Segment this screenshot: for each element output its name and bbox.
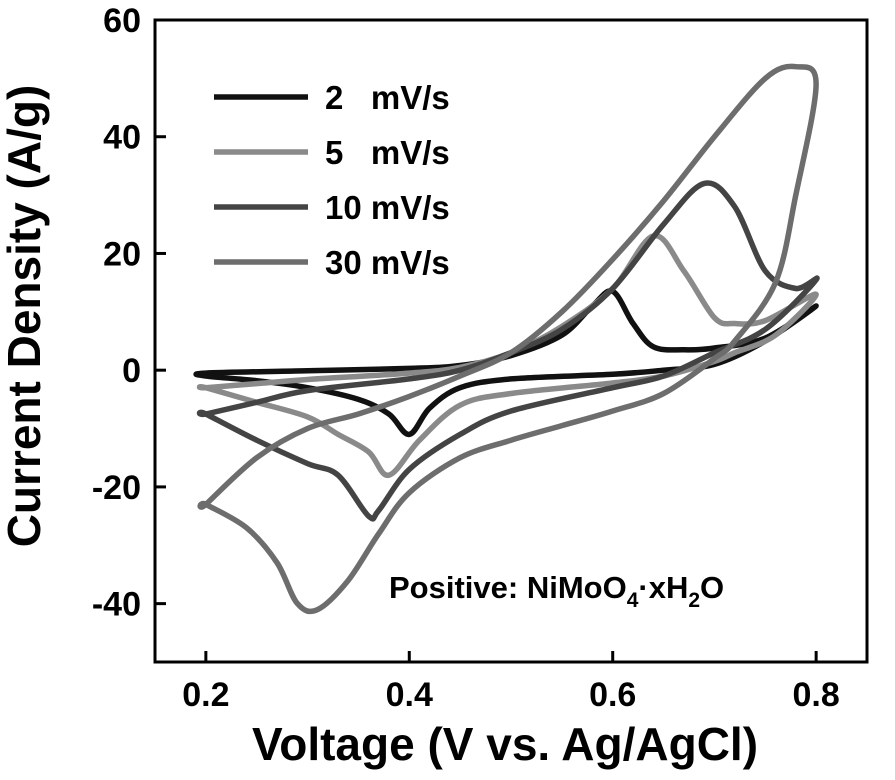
x-tick-label: 0.2	[182, 676, 229, 714]
y-tick-label: 40	[103, 119, 141, 157]
plot-frame	[153, 18, 869, 664]
annotation-text: O	[700, 570, 724, 605]
y-tick-label: 60	[103, 2, 141, 40]
x-tick-label: 0.6	[589, 676, 636, 714]
x-tick-label: 0.4	[386, 676, 433, 714]
axes-frame	[153, 18, 869, 664]
y-tick-label: -20	[92, 469, 141, 507]
x-tick-label: 0.8	[793, 676, 840, 714]
legend-label: 30 mV/s	[325, 244, 450, 281]
legend: 2 mV/s 5 mV/s 10 mV/s 30 mV/s	[214, 79, 450, 281]
annotation-text: Positive: NiMoO	[389, 570, 627, 605]
annotation-subscript: 2	[688, 589, 700, 612]
x-axis: 0.2 0.4 0.6 0.8	[182, 651, 840, 714]
x-axis-title: Voltage (V vs. Ag/AgCl)	[252, 718, 758, 770]
annotation-subscript: 4	[627, 589, 639, 612]
y-tick-label: 20	[103, 235, 141, 273]
annotation-text: ·xH	[638, 570, 688, 605]
material-annotation: Positive: NiMoO4·xH2O	[389, 570, 724, 612]
cv-curve-3	[196, 180, 820, 522]
legend-label: 10 mV/s	[325, 189, 450, 226]
plot-curves	[193, 63, 820, 615]
y-axis: -40 -20 0 20 40 60	[92, 2, 166, 624]
y-tick-label: -40	[92, 586, 141, 624]
y-tick-label: 0	[122, 352, 141, 390]
legend-label: 5 mV/s	[325, 134, 450, 171]
cv-curve-4	[197, 63, 819, 615]
legend-label: 2 mV/s	[325, 79, 450, 116]
y-axis-title: Current Density (A/g)	[0, 85, 50, 548]
